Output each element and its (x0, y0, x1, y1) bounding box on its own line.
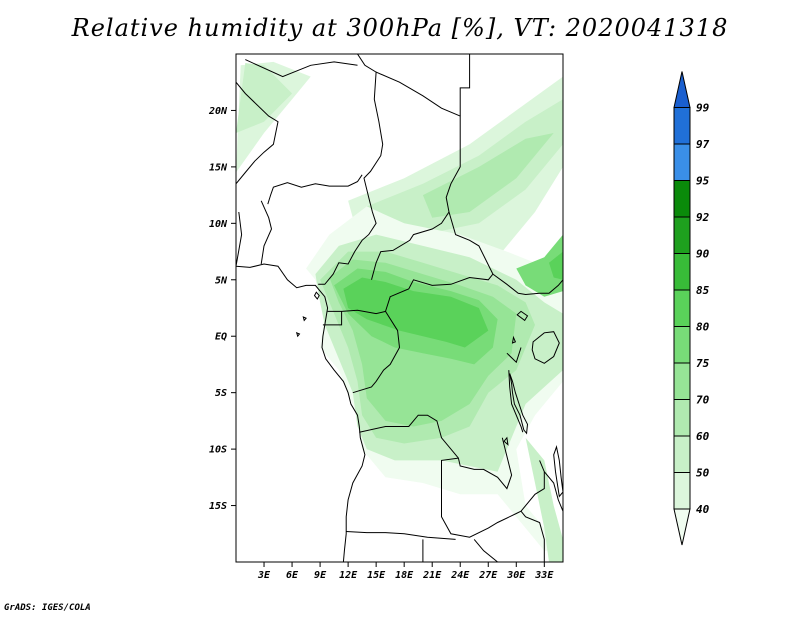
humidity-region-rh60 (366, 99, 563, 235)
lat-tick-label: 15S (209, 501, 227, 512)
lon-tick-label: 27E (478, 570, 498, 581)
colorbar-segment (673, 362, 691, 400)
colorbar-segment (673, 180, 691, 218)
lake-outline (503, 436, 509, 446)
grads-credit: GrADS: IGES/COLA (4, 603, 91, 613)
country-border (385, 211, 494, 312)
country-border (359, 414, 513, 490)
country-border (260, 200, 273, 265)
country-border (327, 309, 386, 315)
colorbar-level-label: 80 (696, 321, 710, 334)
lat-tick-label: 20N (208, 106, 228, 117)
colorbar-level-label: 75 (696, 357, 710, 370)
lon-tick-label: 6E (286, 570, 299, 581)
colorbar-segment (673, 143, 691, 181)
colorbar-upper-triangle (673, 71, 691, 108)
country-border (236, 81, 279, 185)
country-border (245, 59, 358, 78)
country-border (318, 54, 384, 285)
lon-tick-label: 15E (367, 570, 386, 581)
colorbar-level-label: 40 (696, 503, 710, 516)
colorbar-segment (673, 289, 691, 327)
country-border (543, 471, 563, 512)
latitude-axis: 20N 15N 10N 5N EQ 5S 10S 15S (208, 106, 236, 512)
lat-tick-label: 10S (209, 445, 227, 456)
lake-outline (509, 373, 529, 435)
colorbar-level-label: 50 (696, 467, 710, 480)
lon-tick-label: 30E (506, 570, 526, 581)
lon-tick-label: 3E (257, 570, 271, 581)
colorbar: 40 50 60 70 75 80 85 90 92 95 97 99 (673, 71, 710, 546)
political-boundaries (236, 54, 563, 562)
country-border (441, 483, 522, 538)
country-border (520, 510, 545, 562)
country-border (508, 370, 524, 433)
country-border (346, 531, 456, 540)
country-border (236, 211, 243, 267)
lon-tick-label: 18E (395, 570, 414, 581)
country-border (492, 273, 563, 296)
humidity-region-rh80 (516, 234, 563, 297)
lake-outline (511, 335, 517, 344)
humidity-fields (236, 61, 563, 562)
colorbar-segment (673, 399, 691, 437)
lon-tick-label: 24E (450, 570, 470, 581)
island-outline (302, 316, 307, 322)
humidity-region-rh85 (343, 277, 489, 348)
colorbar-segment (673, 216, 691, 254)
colorbar-segment (673, 326, 691, 364)
lat-tick-label: 5N (215, 275, 228, 286)
country-border (520, 460, 545, 512)
lon-tick-label: 21E (422, 570, 442, 581)
colorbar-level-label: 90 (696, 248, 710, 261)
plot-frame (235, 53, 564, 563)
lake-outline (531, 331, 560, 364)
country-border (473, 539, 498, 562)
country-border (267, 174, 363, 205)
colorbar-lower-triangle (673, 508, 691, 546)
colorbar-level-label: 60 (696, 430, 710, 443)
map-title: Relative humidity at 300hPa [%], VT: 202… (71, 14, 729, 42)
lat-tick-label: 15N (209, 162, 228, 173)
colorbar-segment (673, 107, 691, 145)
lake-outline (516, 310, 529, 322)
lat-tick-label: EQ (215, 332, 227, 343)
colorbar-segment (673, 253, 691, 291)
lon-tick-label: 33E (534, 570, 554, 581)
colorbar-level-label: 92 (696, 211, 710, 224)
colorbar-level-label: 99 (696, 102, 710, 115)
country-border (506, 347, 522, 364)
colorbar-segment (673, 435, 691, 473)
country-border (459, 54, 471, 117)
country-border (352, 311, 401, 394)
humidity-region-rh85 (549, 251, 563, 280)
lat-tick-label: 10N (209, 219, 228, 230)
humidity-region-rh60 (236, 63, 293, 133)
lake-outline (553, 445, 563, 498)
lat-tick-label: 5S (215, 388, 227, 399)
lon-tick-label: 9E (314, 570, 327, 581)
lon-tick-label: 12E (339, 570, 358, 581)
colorbar-segment (673, 472, 691, 510)
humidity-region-rh70 (422, 133, 554, 218)
country-border (322, 311, 343, 326)
colorbar-level-label: 85 (696, 284, 710, 297)
island-outline (295, 331, 301, 338)
island-outline (313, 291, 320, 300)
coastline (236, 263, 366, 562)
colorbar-level-label: 97 (696, 138, 710, 151)
colorbar-level-label: 70 (696, 394, 710, 407)
country-border (441, 457, 459, 483)
colorbar-level-label: 95 (696, 175, 710, 188)
longitude-axis: 3E 6E 9E 12E 15E 18E 21E 24E 27E 30E 33E (257, 562, 554, 581)
humidity-region-rh60 (525, 437, 563, 562)
